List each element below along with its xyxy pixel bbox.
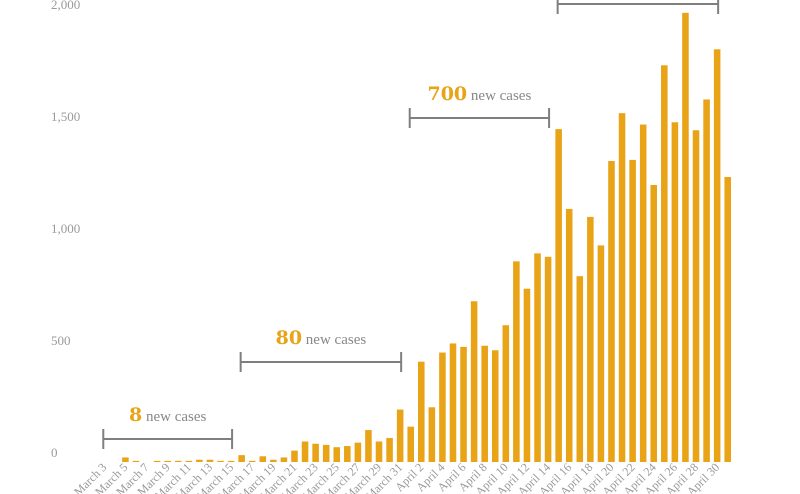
bar <box>407 426 414 462</box>
bar <box>322 444 330 462</box>
bar <box>217 460 224 462</box>
bar <box>196 459 203 462</box>
bar <box>185 460 193 462</box>
bar <box>174 460 182 462</box>
bar <box>153 460 161 462</box>
bar <box>713 49 721 462</box>
bar <box>418 361 425 462</box>
bar <box>650 184 658 463</box>
y-tick-label: 1,500 <box>51 109 80 124</box>
bar <box>227 460 235 462</box>
bar <box>513 261 520 462</box>
bar <box>428 407 436 462</box>
bar <box>534 253 541 462</box>
bar <box>703 99 710 462</box>
bar <box>206 459 214 462</box>
bar <box>565 208 573 462</box>
bar <box>164 460 171 462</box>
bar <box>333 447 341 462</box>
bar <box>132 460 140 462</box>
annotation-label: 700 new cases <box>427 83 531 105</box>
bar <box>608 161 615 463</box>
bar <box>555 129 562 462</box>
bar <box>481 345 488 462</box>
bar <box>375 441 383 462</box>
bar <box>724 177 731 462</box>
annotation-text: new cases <box>467 88 531 104</box>
bar <box>344 446 351 462</box>
bar <box>354 442 362 462</box>
annotation-number: 700 <box>427 83 467 105</box>
annotation-number: 80 <box>276 327 302 349</box>
bar <box>449 343 457 462</box>
bar <box>259 456 267 462</box>
y-tick-label: 500 <box>51 333 71 348</box>
bar <box>386 438 393 462</box>
bar <box>639 124 647 462</box>
annotation-label: 8 new cases <box>129 404 207 426</box>
y-tick-label: 1,000 <box>51 221 80 236</box>
bar <box>618 113 626 462</box>
bar <box>312 443 319 462</box>
bar <box>460 346 467 462</box>
bar <box>692 130 700 462</box>
bar <box>280 457 288 462</box>
bar <box>544 256 552 462</box>
bar <box>291 450 298 462</box>
bar <box>491 350 499 462</box>
bar <box>270 459 277 462</box>
y-tick-label: 2,000 <box>51 0 80 12</box>
bar <box>523 288 531 462</box>
bar <box>587 216 594 462</box>
annotation-label: 80 new cases <box>276 327 367 349</box>
annotation-text: new cases <box>142 409 206 425</box>
bar <box>396 409 404 462</box>
bar <box>576 276 584 462</box>
bar <box>597 245 605 462</box>
bar <box>629 159 636 462</box>
bar <box>439 352 446 462</box>
bar <box>248 460 256 462</box>
annotation-bracket: 700 new cases <box>408 83 551 128</box>
bar <box>502 325 510 462</box>
bar <box>238 455 245 462</box>
bar <box>661 65 668 462</box>
annotation-bracket <box>556 0 720 14</box>
bar <box>671 122 679 462</box>
bar <box>682 12 689 463</box>
annotation-bracket: 8 new cases <box>102 404 234 449</box>
y-tick-label: 0 <box>51 445 58 460</box>
annotation-number: 8 <box>129 404 142 426</box>
annotation-bracket: 80 new cases <box>239 327 403 372</box>
bar <box>122 457 129 462</box>
bar <box>470 301 478 462</box>
bar <box>301 441 309 462</box>
bar <box>365 430 372 462</box>
annotation-text: new cases <box>302 332 366 348</box>
